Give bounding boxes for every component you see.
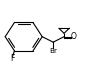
Text: F: F: [10, 54, 15, 63]
Text: O: O: [70, 32, 76, 41]
Text: Br: Br: [49, 48, 57, 54]
